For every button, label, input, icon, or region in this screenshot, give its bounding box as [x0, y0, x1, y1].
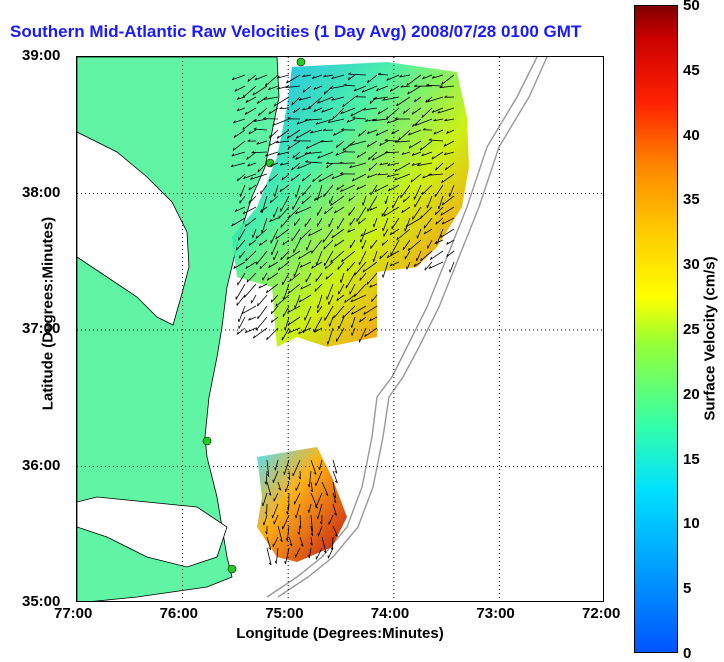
velocity-arrow-head [338, 267, 339, 270]
station-marker [266, 159, 274, 167]
map-canvas [77, 57, 604, 602]
velocity-arrow-head [383, 275, 384, 278]
colorbar-tick-label: 50 [683, 0, 700, 14]
velocity-arrow [251, 295, 256, 303]
velocity-arrow [267, 548, 271, 565]
velocity-arrow-head [329, 324, 330, 327]
x-tick-label: 75:00 [265, 605, 303, 622]
x-tick-label: 73:00 [476, 605, 514, 622]
colorbar-label: Surface Velocity (cm/s) [702, 189, 719, 489]
velocity-arrow [242, 306, 256, 314]
colorbar-tick-label: 40 [683, 127, 700, 144]
x-tick-label: 72:00 [582, 605, 620, 622]
colorbar-gradient [635, 6, 677, 652]
velocity-arrow-head [285, 489, 286, 492]
colorbar-tick-label: 35 [683, 191, 700, 208]
velocity-arrow-head [372, 299, 373, 302]
velocity-arrow [244, 284, 256, 298]
velocity-arrow-head [312, 250, 313, 253]
station-marker [228, 565, 236, 573]
velocity-arrow [258, 295, 268, 306]
velocity-arrow-head [324, 194, 325, 197]
velocity-arrow-head [262, 230, 263, 233]
velocity-arrow [237, 328, 245, 334]
x-tick-label: 74:00 [371, 605, 409, 622]
velocity-arrow-head [237, 303, 238, 306]
y-tick-label: 35:00 [22, 593, 60, 610]
map-plot-area [76, 56, 604, 602]
velocity-arrow-head [285, 561, 286, 564]
y-tick-label: 36:00 [22, 457, 60, 474]
velocity-arrow [253, 328, 267, 338]
colorbar-tick-label: 10 [683, 515, 700, 532]
colorbar-tick-label: 0 [683, 645, 691, 662]
colorbar-tick-label: 30 [683, 256, 700, 273]
velocity-arrow-head [284, 472, 285, 475]
colorbar-tick-label: 5 [683, 580, 691, 597]
velocity-arrow-head [256, 262, 257, 265]
velocity-arrow [258, 306, 267, 319]
x-axis-label: Longitude (Degrees:Minutes) [170, 625, 510, 642]
velocity-arrow [425, 262, 432, 270]
y-axis-label: Latitude (Degrees:Minutes) [40, 194, 57, 434]
velocity-arrow-head [252, 235, 253, 238]
x-tick-label: 76:00 [160, 605, 198, 622]
station-marker [297, 58, 305, 66]
velocity-arrow-head [373, 224, 374, 227]
velocity-arrow-head [256, 327, 257, 330]
colorbar [634, 5, 678, 653]
velocity-arrow-head [318, 533, 319, 536]
velocity-arrow-head [275, 561, 276, 564]
y-tick-label: 39:00 [22, 47, 60, 64]
colorbar-tick-label: 20 [683, 386, 700, 403]
colorbar-tick-label: 25 [683, 321, 700, 338]
map-title: Southern Mid-Atlantic Raw Velocities (1 … [10, 22, 630, 42]
velocity-arrow-head [405, 228, 406, 231]
station-marker [203, 437, 211, 445]
velocity-arrow [256, 317, 267, 330]
velocity-arrow-head [360, 278, 361, 281]
velocity-arrow [430, 251, 443, 260]
colorbar-tick-label: 45 [683, 62, 700, 79]
velocity-arrow-head [239, 255, 240, 258]
colorbar-tick-label: 15 [683, 451, 700, 468]
